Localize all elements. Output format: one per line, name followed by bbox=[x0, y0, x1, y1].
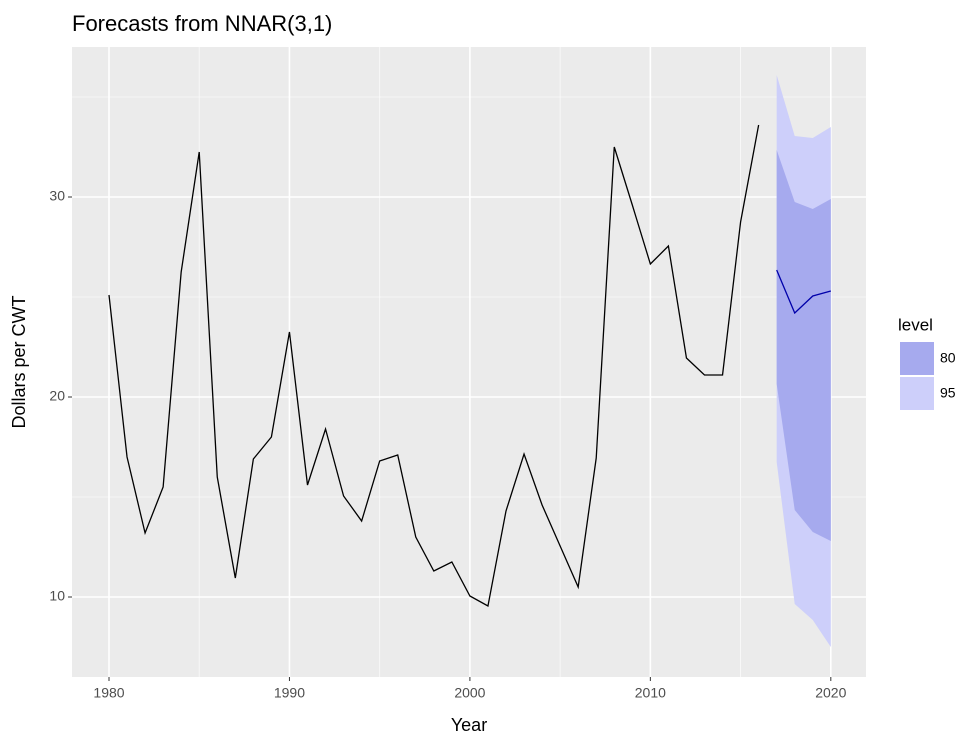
legend-key bbox=[900, 377, 934, 410]
y-axis-label: Dollars per CWT bbox=[9, 295, 29, 428]
interval-band bbox=[776, 150, 831, 541]
x-tick-label: 1980 bbox=[93, 685, 124, 701]
forecast-line bbox=[776, 269, 831, 315]
x-tick-label: 1990 bbox=[274, 685, 305, 701]
legend-label: 80 bbox=[940, 350, 956, 366]
y-tick-label: 30 bbox=[49, 188, 65, 204]
plot-background bbox=[72, 47, 866, 677]
y-tick-label: 10 bbox=[49, 588, 65, 604]
legend-label: 95 bbox=[940, 385, 956, 401]
legend-key bbox=[900, 342, 934, 375]
y-tick-label: 20 bbox=[49, 388, 65, 404]
x-axis-label: Year bbox=[451, 715, 487, 735]
chart-title: Forecasts from NNAR(3,1) bbox=[72, 11, 332, 36]
history-line bbox=[108, 124, 760, 608]
x-tick-label: 2010 bbox=[635, 685, 666, 701]
legend-title: level bbox=[898, 315, 933, 334]
x-tick-label: 2000 bbox=[454, 685, 485, 701]
x-tick-label: 2020 bbox=[815, 685, 846, 701]
